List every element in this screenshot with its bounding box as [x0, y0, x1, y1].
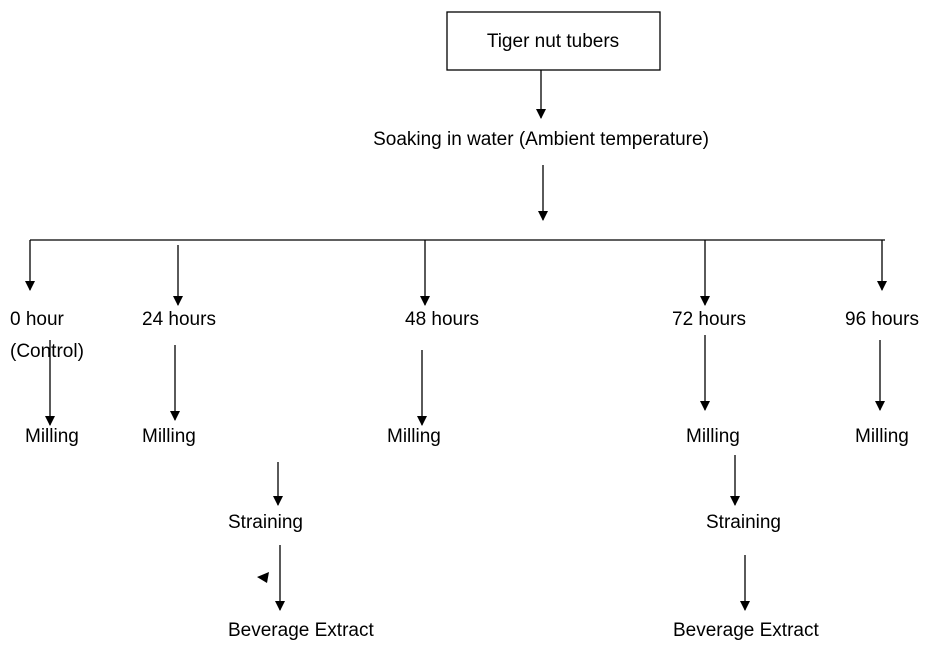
step-node: Milling	[25, 426, 79, 447]
stray-mark	[257, 572, 269, 583]
step-node: Straining	[706, 512, 781, 533]
step-label: Soaking in water (Ambient temperature)	[373, 129, 709, 150]
step-node: Beverage Extract	[673, 620, 819, 641]
step-node: Milling	[142, 426, 196, 447]
root-label: Tiger nut tubers	[487, 31, 619, 52]
time-label: 48 hours	[405, 309, 479, 330]
step-node: Milling	[855, 426, 909, 447]
step-node: Beverage Extract	[228, 620, 374, 641]
time-label: 24 hours	[142, 309, 216, 330]
time-label: 96 hours	[845, 309, 919, 330]
step-node: Milling	[686, 426, 740, 447]
time-label: 0 hour	[10, 309, 65, 330]
time-label: 72 hours	[672, 309, 746, 330]
time-note: (Control)	[10, 341, 84, 362]
step-node: Milling	[387, 426, 441, 447]
root-box	[446, 11, 661, 71]
step-node: Straining	[228, 512, 303, 533]
